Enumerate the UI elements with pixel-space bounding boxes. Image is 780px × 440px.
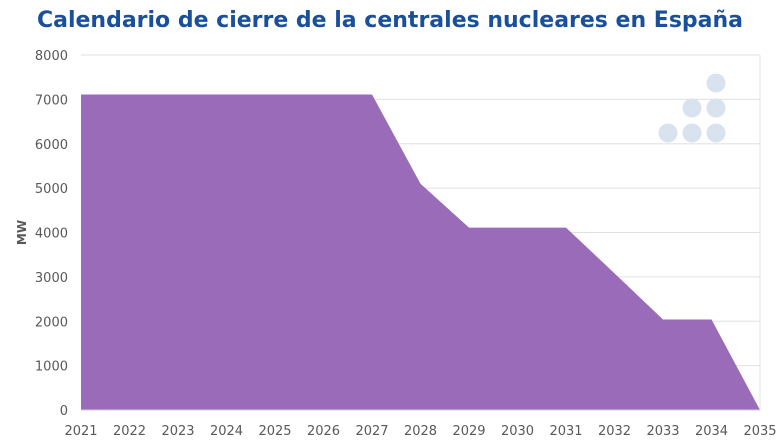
x-tick-label: 2035 bbox=[743, 424, 776, 439]
y-tick-label: 1000 bbox=[35, 360, 68, 375]
dots-logo-icon bbox=[658, 123, 678, 143]
y-tick-label: 2000 bbox=[35, 315, 68, 330]
x-tick-label: 2021 bbox=[64, 424, 97, 439]
dots-logo-icon bbox=[706, 73, 726, 93]
area-series bbox=[81, 94, 760, 411]
y-tick-label: 6000 bbox=[35, 138, 68, 153]
x-tick-label: 2033 bbox=[646, 424, 679, 439]
x-tick-label: 2026 bbox=[307, 424, 340, 439]
y-axis-label: MW bbox=[15, 220, 29, 245]
chart-title: Calendario de cierre de la centrales nuc… bbox=[36, 8, 744, 33]
dots-logo-icon bbox=[706, 98, 726, 118]
x-tick-label: 2032 bbox=[598, 424, 631, 439]
y-tick-label: 8000 bbox=[35, 49, 68, 64]
x-tick-label: 2030 bbox=[501, 424, 534, 439]
y-tick-label: 4000 bbox=[35, 227, 68, 242]
dots-logo-icon bbox=[682, 123, 702, 143]
x-tick-label: 2025 bbox=[258, 424, 291, 439]
x-tick-label: 2023 bbox=[161, 424, 194, 439]
dots-logo-icon bbox=[706, 123, 726, 143]
x-tick-label: 2034 bbox=[695, 424, 728, 439]
x-tick-label: 2031 bbox=[549, 424, 582, 439]
dots-logo-icon bbox=[682, 98, 702, 118]
x-tick-label: 2027 bbox=[355, 424, 388, 439]
x-tick-label: 2024 bbox=[210, 424, 243, 439]
y-tick-label: 5000 bbox=[35, 182, 68, 197]
y-tick-label: 3000 bbox=[35, 271, 68, 286]
y-tick-label: 0 bbox=[60, 404, 68, 419]
y-tick-label: 7000 bbox=[35, 93, 68, 108]
x-tick-label: 2029 bbox=[452, 424, 485, 439]
x-tick-label: 2028 bbox=[404, 424, 437, 439]
x-tick-label: 2022 bbox=[113, 424, 146, 439]
